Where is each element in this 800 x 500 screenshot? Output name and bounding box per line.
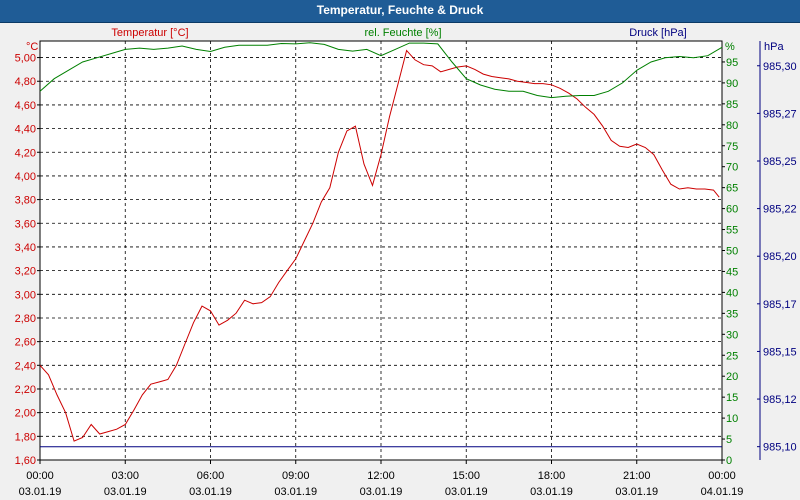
pressure-tick-label: 985,27 — [763, 108, 797, 120]
series-lines — [39, 42, 723, 448]
temperature-tick-label: 4,20 — [15, 147, 36, 159]
humidity-tick-label: 95 — [726, 57, 738, 69]
humidity-tick-label: 85 — [726, 99, 738, 111]
pressure-tick-label: 985,22 — [763, 204, 797, 216]
pressure-tick-label: 985,10 — [763, 442, 797, 454]
temperature-tick-label: 5,00 — [15, 53, 36, 65]
pressure-tick-label: 985,30 — [763, 61, 797, 73]
humidity-tick-label: 50 — [726, 246, 738, 258]
temperature-tick-label: 3,80 — [15, 195, 36, 207]
humidity-tick-label: 15 — [726, 392, 738, 404]
humidity-tick-label: 25 — [726, 350, 738, 362]
pressure-unit-label: hPa — [764, 41, 784, 53]
temperature-tick-label: 3,20 — [15, 266, 36, 278]
temperature-axis-label: Temperatur [°C] — [111, 27, 188, 39]
humidity-tick-label: 40 — [726, 287, 738, 299]
temperature-tick-label: 4,40 — [15, 124, 36, 136]
humidity-unit-label: % — [725, 41, 735, 53]
time-tick-label: 06:00 — [197, 470, 225, 482]
pressure-tick-label: 985,17 — [763, 299, 797, 311]
temperature-tick-label: 2,00 — [15, 408, 36, 420]
time-tick-label: 09:00 — [282, 470, 310, 482]
temperature-tick-label: 1,80 — [15, 431, 36, 443]
humidity-tick-label: 45 — [726, 266, 738, 278]
humidity-axis-label: rel. Feuchte [%] — [364, 27, 441, 39]
temperature-tick-label: 2,20 — [15, 384, 36, 396]
temperature-tick-label: 2,40 — [15, 360, 36, 372]
time-tick-label: 03:00 — [111, 470, 139, 482]
pressure-tick-label: 985,20 — [763, 251, 797, 263]
temperature-tick-label: 1,60 — [15, 455, 36, 467]
pressure-tick-label: 985,15 — [763, 346, 797, 358]
window-title: Temperatur, Feuchte & Druck — [316, 3, 484, 17]
humidity-axis-ticks: 0 5 10 15 20 25 30 35 40 45 50 55 60 65 70 75 80 85 90 95 — [722, 57, 738, 467]
temperature-tick-label: 3,00 — [15, 289, 36, 301]
date-tick-label: 03.01.19 — [445, 486, 488, 498]
time-tick-label: 00:00 — [708, 470, 736, 482]
title-bar: Temperatur, Feuchte & Druck — [0, 0, 800, 23]
humidity-tick-label: 55 — [726, 225, 738, 237]
time-tick-label: 12:00 — [367, 470, 395, 482]
temperature-tick-label: 2,80 — [15, 313, 36, 325]
date-tick-label: 03.01.19 — [615, 486, 658, 498]
pressure-axis-label: Druck [hPa] — [629, 27, 686, 39]
temperature-axis-ticks: 1,60 1,80 2,00 2,20 2,40 2,60 2,80 3,00 3,20 3,40… — [15, 53, 40, 467]
time-tick-label: 00:00 — [26, 470, 54, 482]
humidity-tick-label: 65 — [726, 183, 738, 195]
humidity-tick-label: 75 — [726, 141, 738, 153]
temperature-unit-label: °C — [26, 41, 38, 53]
date-tick-label: 03.01.19 — [360, 486, 403, 498]
grid-lines — [40, 41, 722, 460]
time-tick-label: 18:00 — [538, 470, 566, 482]
temperature-tick-label: 4,60 — [15, 100, 36, 112]
temperature-tick-label: 4,00 — [15, 171, 36, 183]
time-axis-ticks: 00:00 03.01.19 03:00 03.01.19 06:00 03.01.19 0… — [19, 460, 744, 498]
time-tick-label: 21:00 — [623, 470, 651, 482]
time-tick-label: 15:00 — [452, 470, 480, 482]
humidity-tick-label: 5 — [726, 434, 732, 446]
date-tick-label: 03.01.19 — [189, 486, 232, 498]
pressure-axis-ticks: 985,10 985,12 985,15 985,17 985,20 985,22 985,… — [757, 61, 797, 454]
temperature-tick-label: 3,60 — [15, 218, 36, 230]
temperature-tick-label: 4,80 — [15, 76, 36, 88]
humidity-tick-label: 90 — [726, 78, 738, 90]
pressure-tick-label: 985,12 — [763, 394, 797, 406]
humidity-tick-label: 60 — [726, 204, 738, 216]
humidity-tick-label: 80 — [726, 120, 738, 132]
humidity-tick-label: 0 — [726, 455, 732, 467]
humidity-tick-label: 30 — [726, 329, 738, 341]
temperature-series-line — [39, 49, 720, 442]
humidity-tick-label: 10 — [726, 413, 738, 425]
temperature-tick-label: 2,60 — [15, 337, 36, 349]
chart-canvas: 1,60 1,80 2,00 2,20 2,40 2,60 2,80 3,00 3,20 3,40… — [15, 27, 797, 498]
date-tick-label: 03.01.19 — [104, 486, 147, 498]
humidity-series-line — [39, 42, 723, 99]
temperature-tick-label: 3,40 — [15, 242, 36, 254]
date-tick-label: 04.01.19 — [701, 486, 744, 498]
date-tick-label: 03.01.19 — [274, 486, 317, 498]
humidity-tick-label: 35 — [726, 308, 738, 320]
date-tick-label: 03.01.19 — [19, 486, 62, 498]
date-tick-label: 03.01.19 — [530, 486, 573, 498]
humidity-tick-label: 70 — [726, 162, 738, 174]
humidity-tick-label: 20 — [726, 371, 738, 383]
pressure-tick-label: 985,25 — [763, 156, 797, 168]
